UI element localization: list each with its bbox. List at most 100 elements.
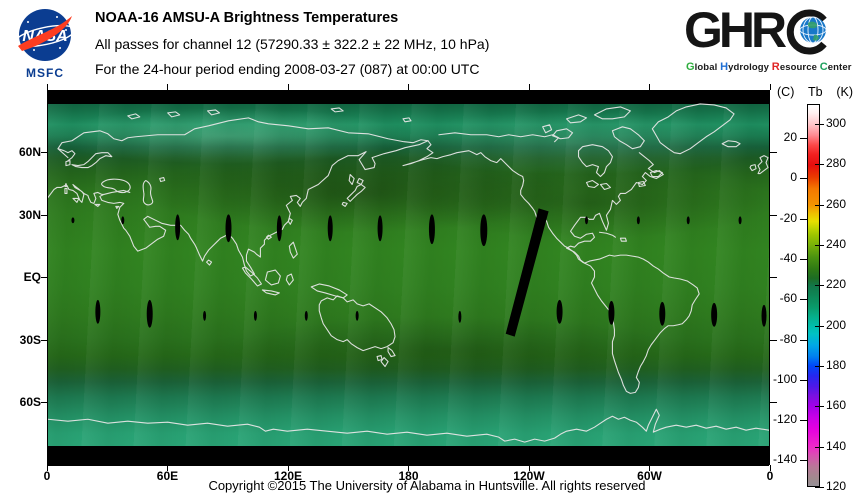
- colorbar-tick-k: [815, 245, 824, 247]
- ghrc-letters: GHR: [684, 2, 787, 58]
- lat-tick-right: [770, 339, 777, 341]
- colorbar-kelvin-240: 240: [826, 237, 847, 252]
- colorbar-kelvin-180: 180: [826, 358, 847, 373]
- ghrc-tagline-word: Resource: [771, 61, 820, 73]
- colorbar-tick-c: [800, 339, 807, 341]
- lon-tick-bottom: [47, 465, 48, 471]
- lat-tick-right: [770, 277, 777, 279]
- lon-label-60E: 60E: [156, 469, 179, 483]
- lat-tick-right: [770, 214, 777, 216]
- colorbar-kelvin-280: 280: [826, 156, 847, 171]
- colorbar-tick-k: [815, 164, 824, 166]
- lat-label-EQ: EQ: [23, 270, 41, 285]
- subtitle-period: For the 24-hour period ending 2008-03-27…: [95, 61, 480, 77]
- ghrc-c-globe-icon: [783, 6, 829, 56]
- colorbar-celsius--140: -140: [772, 452, 797, 467]
- brightness-temperature-map: [47, 90, 770, 466]
- colorbar-tick-c: [800, 379, 807, 381]
- lon-label-0: 0: [766, 469, 774, 483]
- colorbar-tick-k: [815, 446, 824, 448]
- colorbar-kelvin-260: 260: [826, 196, 847, 211]
- ghrc-logo: GHR Global Hydrology Resource Center: [684, 5, 851, 78]
- lon-tick-bottom: [408, 465, 410, 471]
- colorbar-tick-k: [815, 285, 824, 287]
- coastlines: [48, 103, 769, 443]
- colorbar-celsius--60: -60: [779, 291, 797, 306]
- colorbar-celsius-0: 0: [790, 170, 797, 185]
- lon-label-120E: 120E: [273, 469, 302, 483]
- colorbar-kelvin-140: 140: [826, 438, 847, 453]
- colorbar-tick-k: [815, 124, 824, 126]
- lon-tick-top: [769, 84, 771, 90]
- ghrc-tagline-word: Hydrology: [720, 61, 772, 73]
- lon-tick-top: [287, 84, 289, 90]
- ghrc-tagline-word: Global: [686, 61, 721, 73]
- ghrc-tagline-word: Center: [819, 61, 852, 73]
- south-polar-nodata-band: [48, 446, 769, 466]
- colorbar-unit-celsius: (C): [777, 85, 795, 99]
- lon-tick-bottom: [528, 465, 530, 471]
- lat-tick-left: [41, 339, 47, 341]
- nasa-logo-icon: NASA: [14, 9, 76, 61]
- lon-tick-top: [408, 84, 410, 90]
- lat-tick-right: [770, 152, 777, 154]
- colorbar-kelvin-200: 200: [826, 317, 847, 332]
- lon-tick-bottom: [649, 465, 651, 471]
- colorbar-tick-c: [800, 299, 807, 301]
- colorbar-kelvin-300: 300: [826, 116, 847, 131]
- lon-tick-bottom: [287, 465, 289, 471]
- lat-tick-left: [41, 402, 47, 404]
- lat-label-60S: 60S: [19, 395, 41, 410]
- lon-tick-bottom: [167, 465, 169, 471]
- lat-label-30N: 30N: [18, 207, 41, 222]
- lon-label-120W: 120W: [513, 469, 545, 483]
- colorbar-tick-k: [815, 366, 824, 368]
- lat-tick-left: [41, 152, 47, 154]
- lat-label-30S: 30S: [19, 332, 41, 347]
- colorbar-units: (C) Tb (K): [777, 85, 853, 99]
- lat-tick-left: [41, 277, 47, 279]
- colorbar-celsius--100: -100: [772, 371, 797, 386]
- colorbar-tick-c: [800, 137, 807, 139]
- colorbar-tick-k: [815, 406, 824, 408]
- colorbar-celsius--20: -20: [779, 210, 797, 225]
- colorbar-tick-c: [800, 420, 807, 422]
- colorbar-tick-k: [815, 204, 824, 206]
- msfc-label: MSFC: [26, 66, 64, 80]
- lon-tick-top: [649, 84, 651, 90]
- lon-tick-top: [167, 84, 169, 90]
- copyright-text: Copyright ©2015 The University of Alabam…: [208, 478, 646, 493]
- colorbar-kelvin-220: 220: [826, 277, 847, 292]
- colorbar-tick-c: [800, 460, 807, 462]
- data-gap-marks: [71, 208, 767, 337]
- colorbar-quantity: Tb: [808, 85, 823, 99]
- colorbar-celsius--80: -80: [779, 331, 797, 346]
- colorbar-kelvin-120: 120: [826, 479, 847, 493]
- subtitle-channel: All passes for channel 12 (57290.33 ± 32…: [95, 36, 490, 52]
- map-overlay: [48, 103, 769, 443]
- lon-tick-top: [47, 84, 48, 90]
- lon-tick-bottom: [769, 465, 771, 471]
- colorbar-kelvin-160: 160: [826, 398, 847, 413]
- lat-label-60N: 60N: [18, 145, 41, 160]
- page-title: NOAA-16 AMSU-A Brightness Temperatures: [95, 10, 399, 26]
- lat-tick-right: [770, 402, 777, 404]
- lon-label-0: 0: [43, 469, 51, 483]
- lon-tick-top: [528, 84, 530, 90]
- colorbar-gradient: [807, 104, 820, 487]
- colorbar-celsius-20: 20: [783, 129, 797, 144]
- colorbar-celsius--40: -40: [779, 250, 797, 265]
- colorbar-tick-c: [800, 258, 807, 260]
- colorbar-tick-c: [800, 178, 807, 180]
- colorbar-unit-kelvin: (K): [836, 85, 853, 99]
- lon-label-180: 180: [398, 469, 419, 483]
- colorbar-tick-k: [815, 325, 824, 327]
- north-polar-nodata-band: [48, 91, 769, 104]
- lon-label-60W: 60W: [637, 469, 662, 483]
- lat-tick-left: [41, 214, 47, 216]
- ghrc-tagline: Global Hydrology Resource Center: [686, 61, 852, 73]
- colorbar-tick-c: [800, 218, 807, 220]
- colorbar-celsius--120: -120: [772, 412, 797, 427]
- colorbar-tick-k: [815, 487, 824, 488]
